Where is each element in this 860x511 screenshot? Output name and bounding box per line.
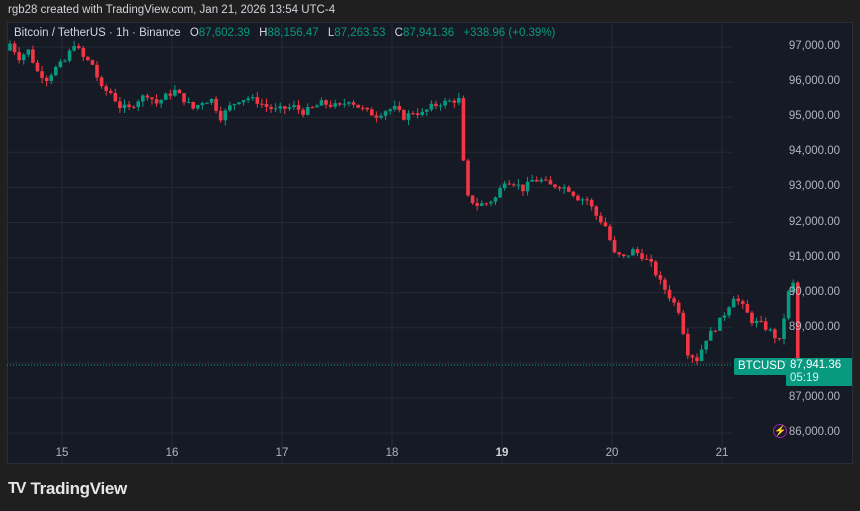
open-value: 87,602.39	[198, 27, 250, 39]
time-axis-label: 17	[275, 447, 289, 459]
change-value: +338.96 (+0.39%)	[463, 27, 556, 39]
candles	[8, 40, 800, 369]
chart-grid	[7, 22, 732, 464]
open-label: O	[189, 27, 199, 39]
price-axis-label: 86,000.00	[788, 426, 840, 439]
tradingview-mark-icon: TV	[8, 480, 27, 497]
time-axis-label: 20	[605, 447, 619, 459]
price-axis-label: 87,000.00	[788, 391, 840, 403]
time-axis-label: 18	[385, 447, 399, 459]
tradingview-logo: TV TradingView	[8, 479, 127, 499]
price-axis-label: 89,000.00	[788, 320, 840, 333]
price-axis-label: 93,000.00	[788, 180, 840, 193]
last-price-tag: 87,941.36 05:19	[786, 358, 852, 386]
time-axis-label: 19	[495, 447, 509, 459]
price-axis-label: 94,000.00	[788, 145, 840, 158]
high-value: 88,156.47	[267, 27, 319, 39]
last-price: 87,941.36	[790, 359, 842, 371]
low-label: L	[327, 27, 335, 39]
symbol-price-tag: BTCUSDT	[734, 358, 797, 375]
price-axis-label: 90,000.00	[788, 285, 840, 298]
price-axis-label: 92,000.00	[788, 215, 840, 228]
chart-credit: rgb28 created with TradingView.com, Jan …	[8, 4, 336, 16]
symbol-legend: Bitcoin / TetherUS · 1h · Binance O87,60…	[14, 27, 555, 39]
time-axis-label: 21	[715, 447, 729, 459]
low-value: 87,263.53	[334, 27, 386, 39]
symbol-title[interactable]: Bitcoin / TetherUS · 1h · Binance	[14, 27, 181, 39]
time-axis-label: 16	[165, 447, 179, 459]
bar-countdown: 05:19	[790, 372, 819, 384]
close-label: C	[394, 27, 403, 39]
price-axis-label: 95,000.00	[788, 110, 840, 123]
close-value: 87,941.36	[402, 27, 455, 39]
tradingview-wordmark: TradingView	[30, 479, 127, 498]
candlestick-chart[interactable]	[7, 22, 853, 464]
price-axis-label: 97,000.00	[788, 40, 840, 52]
lightning-icon[interactable]: ⚡	[773, 424, 787, 438]
price-axis-label: 91,000.00	[788, 250, 840, 263]
time-axis-label: 15	[55, 447, 69, 459]
price-axis-label: 96,000.00	[788, 75, 840, 88]
high-label: H	[259, 27, 268, 39]
